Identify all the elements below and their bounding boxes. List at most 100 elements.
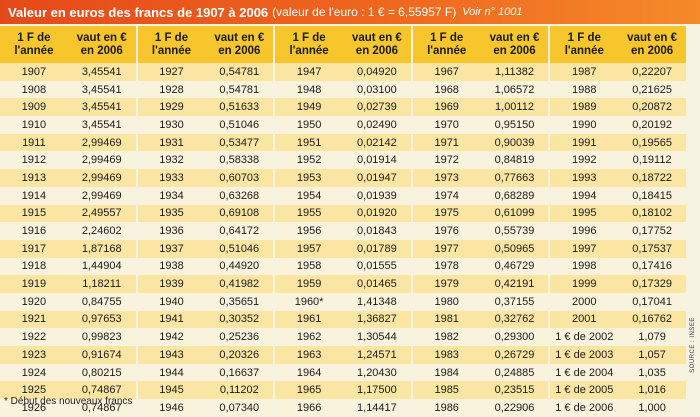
year-cell: 1998	[572, 260, 597, 273]
year-cell: 1917	[21, 242, 47, 255]
table-row: 1975 0,61099	[412, 204, 549, 223]
year-cell: 1939	[159, 278, 184, 291]
year-cell: 1928	[159, 83, 184, 96]
table-row: 1956 0,01843	[275, 222, 411, 240]
value-header: vaut en € en 2006	[351, 31, 402, 57]
value-cell: 0,01939	[357, 189, 397, 202]
table-row: 1925 0,74867	[0, 381, 136, 400]
year-cell: 1929	[159, 101, 184, 114]
table-row: 1992 0,19112	[550, 151, 686, 170]
table-row: 1994 0,18415	[550, 186, 686, 205]
year-cell: 1964	[296, 366, 322, 379]
table-row: 1996 0,17752	[550, 222, 686, 240]
value-cell: 0,50965	[494, 242, 535, 255]
value-cell: 0,17537	[632, 242, 672, 255]
table-row: 1932 0,58338	[137, 151, 274, 170]
value-cell: 0,90039	[494, 136, 535, 149]
year-cell: 1996	[572, 225, 597, 238]
value-cell: 0,19565	[632, 136, 672, 149]
title-reference: Voir n° 1001	[462, 6, 523, 18]
table-row: 1962 1,30544	[275, 328, 411, 346]
year-cell: 1 € de 2005	[555, 384, 614, 397]
value-cell: 0,01914	[357, 154, 397, 167]
table-row: 1993 0,18722	[550, 169, 686, 187]
table-row: 1934 0,63268	[137, 186, 274, 205]
table-row: 1935 0,69108	[137, 204, 274, 223]
value-cell: 0,01555	[357, 260, 397, 273]
column-header: 1 F de l'année vaut en € en 2006	[550, 26, 686, 63]
year-cell: 1938	[159, 260, 184, 273]
value-cell: 0,24885	[494, 366, 535, 379]
year-cell: 1949	[296, 101, 322, 114]
value-cell: 1,11382	[495, 65, 534, 78]
value-cell: 0,51633	[219, 101, 260, 114]
year-cell: 1986	[434, 401, 459, 414]
source-text: SOURCE : INSEE	[690, 317, 696, 373]
value-cell: 0,44920	[219, 260, 260, 273]
table-row: 1 € de 2004 1,035	[550, 363, 686, 382]
table-row: 1983 0,26729	[412, 346, 549, 364]
table-row: 1953 0,01947	[275, 169, 411, 187]
value-cell: 0,20326	[219, 348, 260, 361]
value-cell: 0,16637	[219, 366, 260, 379]
value-cell: 0,19112	[632, 154, 672, 167]
year-cell: 1981	[434, 313, 459, 326]
table-row: 1985 0,23515	[412, 381, 549, 400]
table-row: 1941 0,30352	[137, 310, 274, 329]
value-cell: 0,21625	[632, 83, 672, 96]
value-cell: 1,14417	[357, 401, 397, 414]
year-cell: 1993	[572, 171, 597, 184]
table-row: 1963 1,24571	[275, 346, 411, 364]
table-row: 1967 1,11382	[412, 63, 549, 81]
value-cell: 2,99469	[81, 171, 122, 184]
value-cell: 0,18415	[632, 189, 672, 202]
value-cell: 0,51046	[219, 242, 260, 255]
table-row: 1945 0,11202	[137, 381, 274, 400]
year-cell: 1946	[159, 401, 184, 414]
year-cell: 1913	[21, 171, 47, 184]
year-cell: 1971	[434, 136, 459, 149]
value-cell: 0,01947	[357, 171, 397, 184]
year-cell: 1976	[434, 225, 459, 238]
table-row: 1930 0,51046	[137, 116, 274, 134]
year-cell: 1930	[159, 118, 184, 131]
value-cell: 0,30352	[219, 313, 260, 326]
table-row: 2000 0,17041	[550, 292, 686, 311]
table-row: 1995 0,18102	[550, 204, 686, 223]
value-cell: 0,58338	[219, 154, 260, 167]
year-cell: 1914	[21, 189, 47, 202]
year-cell: 1980	[434, 295, 459, 308]
table-row: 1989 0,20872	[550, 98, 686, 117]
year-cell: 2000	[572, 295, 597, 308]
value-cell: 0,07340	[219, 401, 260, 414]
title-subtitle: (valeur de l'euro : 1 € = 6,55957 F)	[272, 5, 457, 19]
table-row: 1999 0,17329	[550, 275, 686, 293]
table-row: 1 € de 2006 1,000	[550, 399, 686, 417]
value-cell: 2,24602	[81, 225, 122, 238]
value-header: vaut en € en 2006	[214, 31, 265, 57]
value-cell: 0,53477	[219, 136, 260, 149]
table-row: 1908 3,45541	[0, 80, 136, 99]
value-cell: 0,23515	[494, 384, 535, 397]
year-cell: 1943	[159, 348, 184, 361]
value-cell: 0,02739	[357, 101, 397, 114]
value-cell: 0,95150	[494, 118, 535, 131]
table-row: 1964 1,20430	[275, 363, 411, 382]
column-header: 1 F de l'année vaut en € en 2006	[0, 26, 136, 63]
table-row: 1918 1,44904	[0, 257, 136, 276]
table-row: 1960* 1,41348	[275, 292, 411, 311]
table-row: 1 € de 2003 1,057	[550, 346, 686, 364]
title-bar: Valeur en euros des francs de 1907 à 200…	[0, 0, 700, 24]
value-cell: 1,016	[638, 384, 666, 397]
value-cell: 1,41348	[357, 295, 397, 308]
table-row: 1923 0,91674	[0, 346, 136, 364]
table-row: 1921 0,97653	[0, 310, 136, 329]
table-row: 1917 1,87168	[0, 239, 136, 258]
value-cell: 0,01843	[357, 225, 397, 238]
year-cell: 1987	[572, 65, 597, 78]
year-header: 1 F de l'année	[289, 31, 329, 57]
value-cell: 0,55739	[494, 225, 535, 238]
year-cell: 1970	[434, 118, 459, 131]
value-cell: 0,69108	[219, 207, 260, 220]
year-cell: 1927	[159, 65, 184, 78]
